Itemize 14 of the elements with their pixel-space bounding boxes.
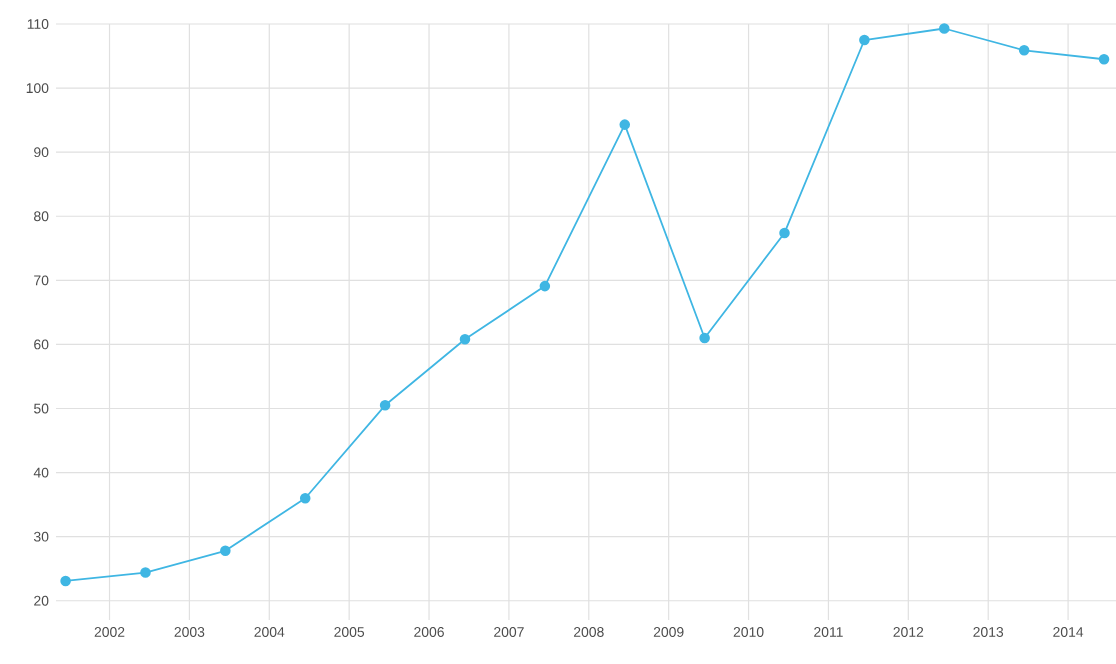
point xyxy=(699,332,710,344)
point xyxy=(140,567,151,578)
point xyxy=(459,334,471,345)
point xyxy=(60,575,71,587)
point xyxy=(938,23,950,34)
point xyxy=(1018,45,1030,56)
point xyxy=(1098,53,1110,65)
point xyxy=(779,227,790,239)
point xyxy=(299,492,311,504)
point xyxy=(859,34,870,46)
point xyxy=(619,119,631,130)
point xyxy=(539,280,551,292)
point xyxy=(379,400,391,411)
point xyxy=(220,545,231,557)
